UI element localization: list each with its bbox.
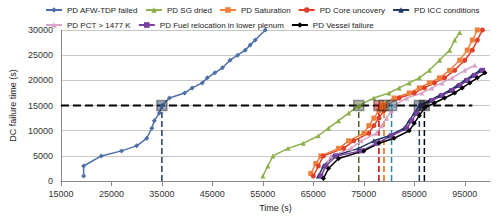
svg-text:PD ICC conditions: PD ICC conditions [414, 6, 479, 15]
svg-text:85000: 85000 [402, 189, 427, 199]
svg-text:75000: 75000 [351, 189, 376, 199]
svg-text:PD Vessel failure: PD Vessel failure [313, 21, 374, 30]
svg-text:5000: 5000 [33, 151, 53, 161]
svg-text:25000: 25000 [28, 50, 53, 60]
svg-text:DC failure time (s): DC failure time (s) [8, 69, 18, 142]
svg-text:PD PCT > 1477 K: PD PCT > 1477 K [67, 21, 131, 30]
svg-text:45000: 45000 [200, 189, 225, 199]
svg-text:PD Fuel relocation in lower pl: PD Fuel relocation in lower plenum [160, 21, 284, 30]
svg-text:PD Saturation: PD Saturation [241, 6, 291, 15]
svg-text:10000: 10000 [28, 126, 53, 136]
svg-text:15000: 15000 [48, 189, 73, 199]
svg-text:30000: 30000 [28, 25, 53, 35]
svg-text:95000: 95000 [452, 189, 477, 199]
svg-text:55000: 55000 [250, 189, 275, 199]
svg-text:15000: 15000 [28, 101, 53, 111]
svg-text:PD AFW-TDP failed: PD AFW-TDP failed [67, 6, 137, 15]
svg-text:25000: 25000 [99, 189, 124, 199]
svg-text:0: 0 [48, 176, 53, 186]
svg-text:35000: 35000 [149, 189, 174, 199]
svg-text:Time (s): Time (s) [259, 203, 292, 213]
svg-text:PD SG dried: PD SG dried [167, 6, 212, 15]
svg-text:PD Core uncovery: PD Core uncovery [320, 6, 385, 15]
svg-text:65000: 65000 [301, 189, 326, 199]
svg-text:20000: 20000 [28, 75, 53, 85]
